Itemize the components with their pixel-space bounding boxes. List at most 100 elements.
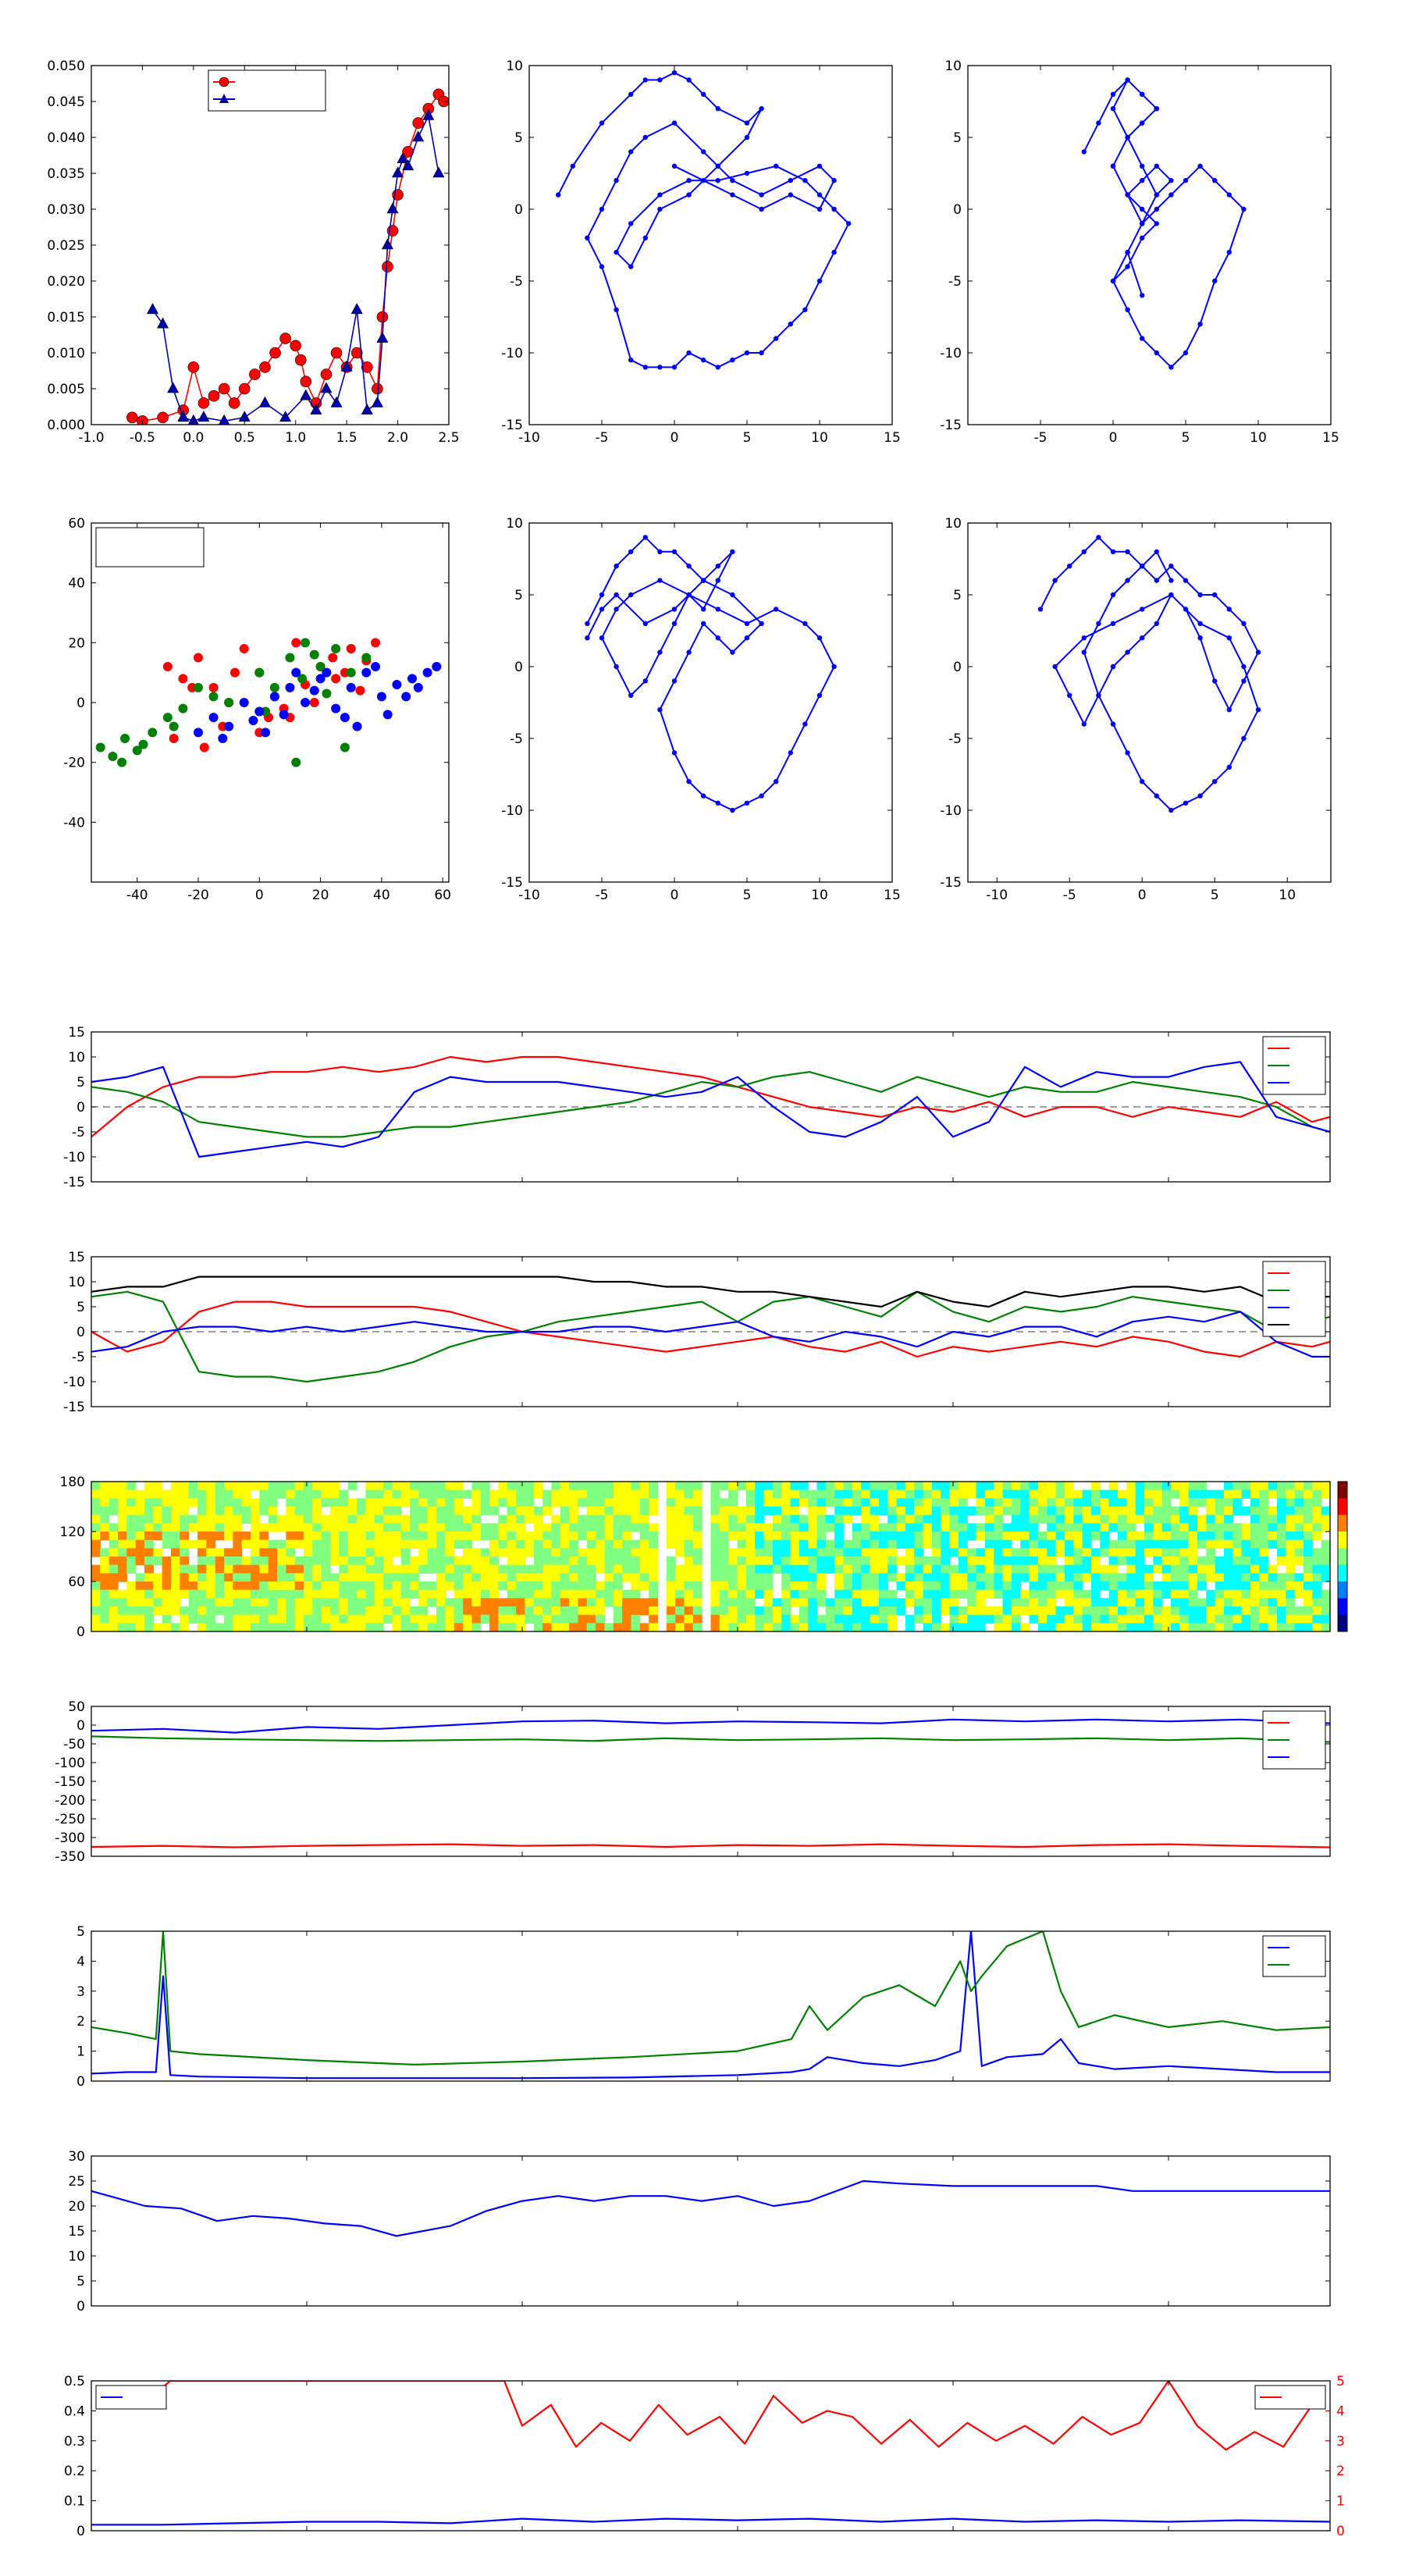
heatmap-cell [144, 1557, 154, 1566]
heatmap-cell [153, 1489, 163, 1499]
heatmap-cell [1241, 1489, 1251, 1499]
x-tick-label: 10 [811, 888, 828, 903]
data-point [1125, 750, 1130, 756]
heatmap-cell [843, 1614, 853, 1624]
heatmap-cell [418, 1489, 429, 1499]
heatmap-cell [357, 1589, 367, 1599]
heatmap-cell [312, 1606, 322, 1616]
heatmap-cell [1144, 1498, 1154, 1507]
heatmap-cell [268, 1589, 278, 1599]
heatmap-cell [976, 1623, 986, 1631]
data-point [432, 662, 442, 671]
heatmap-cell [994, 1623, 1004, 1631]
heatmap-cell [870, 1523, 880, 1532]
series-line [91, 1071, 1330, 1138]
heatmap-cell [808, 1498, 818, 1507]
heatmap-cell [755, 1523, 765, 1532]
heatmap-cell [241, 1598, 251, 1607]
data-point [1110, 621, 1116, 626]
heatmap-cell [162, 1614, 172, 1624]
heatmap-cell [286, 1557, 296, 1566]
heatmap-cell [737, 1582, 747, 1591]
heatmap-cell [852, 1482, 862, 1491]
heatmap-cell [100, 1589, 110, 1599]
heatmap-cell [1286, 1514, 1296, 1524]
heatmap-cell [586, 1489, 596, 1499]
heatmap-cell [1108, 1507, 1119, 1516]
heatmap-cell [1082, 1573, 1092, 1582]
heatmap-cell [870, 1489, 880, 1499]
heatmap-cell [1135, 1507, 1145, 1516]
heatmap-cell [649, 1557, 659, 1566]
heatmap-cell [233, 1623, 243, 1631]
heatmap-cell [330, 1557, 340, 1566]
heatmap-cell [162, 1539, 172, 1549]
heatmap-cell [666, 1573, 676, 1582]
heatmap-cell [1232, 1582, 1243, 1591]
heatmap-cell [1197, 1557, 1207, 1566]
heatmap-cell [878, 1557, 888, 1566]
heatmap-cell [719, 1598, 729, 1607]
plot-area [91, 2381, 1330, 2526]
heatmap-cell [825, 1539, 835, 1549]
heatmap-cell [392, 1564, 402, 1574]
heatmap-cell [1197, 1514, 1207, 1524]
heatmap-cell [108, 1623, 119, 1631]
heatmap-cell [728, 1514, 738, 1524]
y-tick-label: 0 [514, 202, 523, 218]
heatmap-cell [560, 1548, 570, 1557]
heatmap-cell [180, 1606, 190, 1616]
heatmap-cell [1312, 1623, 1322, 1631]
heatmap-cell [392, 1532, 402, 1541]
heatmap-cell [357, 1573, 367, 1582]
heatmap-cell [976, 1548, 986, 1557]
data-point [346, 667, 356, 678]
heatmap-cell [489, 1582, 500, 1591]
heatmap-cell [533, 1532, 543, 1541]
y-tick-label: -5 [510, 274, 523, 290]
heatmap-cell [1047, 1557, 1057, 1566]
heatmap-cell [816, 1598, 827, 1607]
heatmap-cell [108, 1482, 119, 1491]
heatmap-cell [463, 1514, 473, 1524]
heatmap-cell [410, 1482, 420, 1491]
heatmap-cell [1250, 1498, 1260, 1507]
data-point [1154, 163, 1160, 169]
heatmap-cell [100, 1557, 110, 1566]
data-point [686, 564, 692, 569]
heatmap-cell [1215, 1614, 1225, 1624]
data-point [1197, 621, 1203, 626]
heatmap-cell [1135, 1589, 1145, 1599]
heatmap-cell [436, 1582, 446, 1591]
heatmap-cell [516, 1498, 526, 1507]
data-point [570, 163, 575, 169]
heatmap-cell [745, 1507, 756, 1516]
heatmap-cell [1011, 1532, 1021, 1541]
heatmap-cell [91, 1489, 101, 1499]
heatmap-cell [825, 1598, 835, 1607]
heatmap-cell [613, 1482, 623, 1491]
heatmap-cell [1082, 1557, 1092, 1566]
heatmap-cell [905, 1548, 915, 1557]
heatmap-cell [1259, 1564, 1269, 1574]
heatmap-cell [1161, 1523, 1172, 1532]
heatmap-cell [684, 1507, 694, 1516]
heatmap-cell [1312, 1523, 1322, 1532]
y-tick-label: 0 [514, 660, 523, 675]
heatmap-cell [852, 1489, 862, 1499]
heatmap-cell [949, 1507, 959, 1516]
heatmap-cell [392, 1582, 402, 1591]
heatmap-cell [1188, 1514, 1198, 1524]
heatmap-cell [994, 1507, 1004, 1516]
heatmap-cell [1153, 1532, 1163, 1541]
heatmap-cell [790, 1614, 800, 1624]
data-point [1241, 621, 1247, 626]
heatmap-cell [162, 1623, 172, 1631]
data-point [759, 106, 764, 112]
data-point [701, 793, 706, 799]
heatmap-cell [542, 1614, 553, 1624]
heatmap-cell [984, 1589, 994, 1599]
heatmap-cell [675, 1523, 685, 1532]
heatmap-cell [1047, 1507, 1057, 1516]
series-vy [91, 1735, 1330, 1743]
